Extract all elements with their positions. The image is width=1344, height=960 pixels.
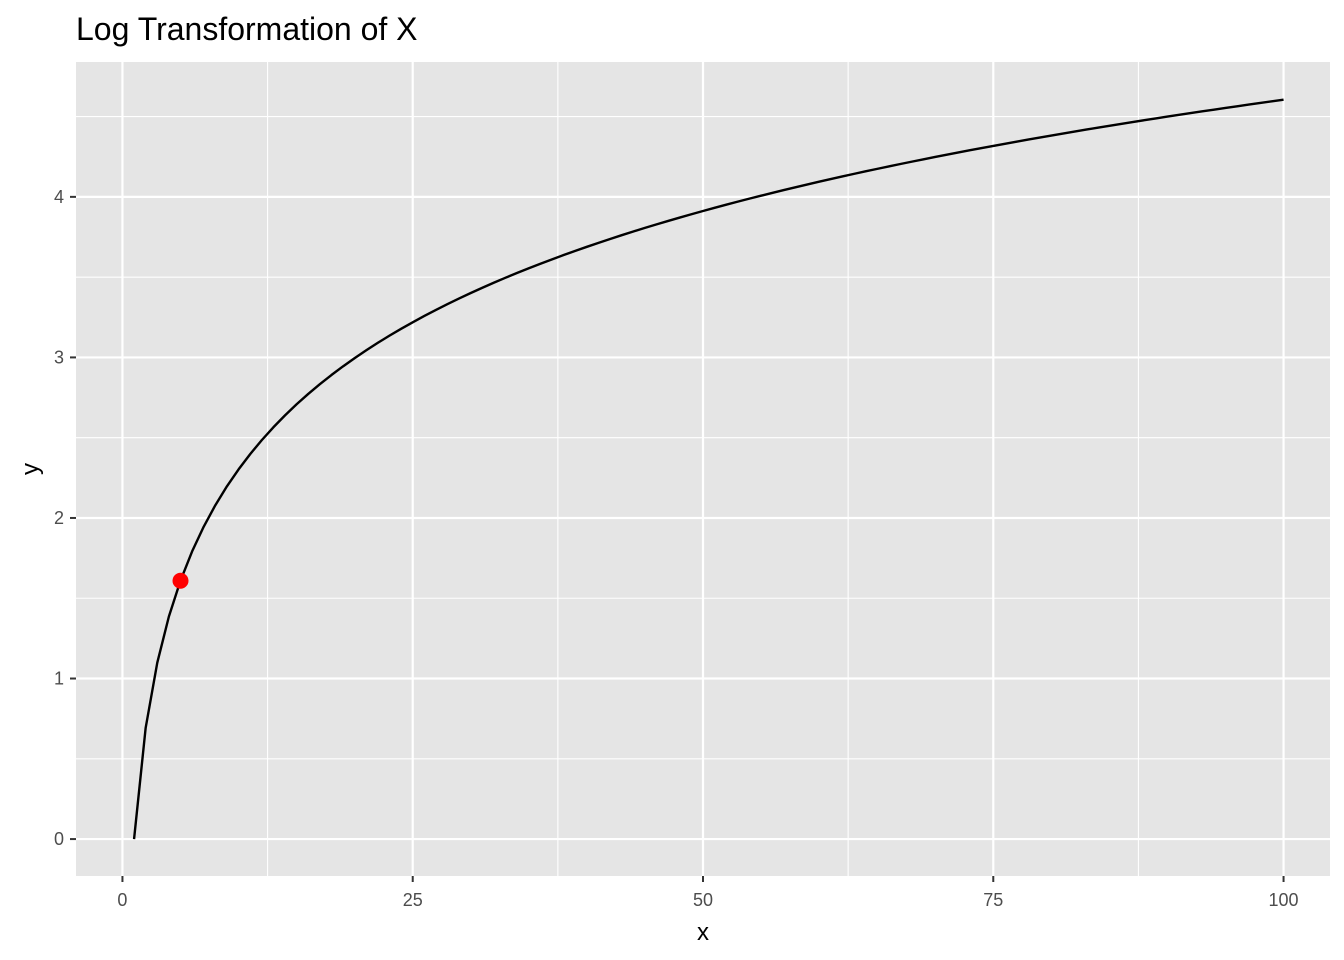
x-tick-label: 0	[117, 890, 127, 910]
data-point	[172, 572, 189, 589]
x-tick-label: 25	[403, 890, 423, 910]
y-axis-title: y	[17, 463, 44, 475]
y-tick-label: 0	[54, 829, 64, 849]
x-axis-title: x	[697, 919, 709, 946]
x-tick-label: 50	[693, 890, 713, 910]
series-layer	[132, 98, 1284, 840]
major-gridlines	[76, 62, 1330, 876]
y-tick-label: 3	[54, 347, 64, 367]
y-tick-label: 4	[54, 187, 64, 207]
axes: 0 25 50 75 100 0 1 2 3 4	[54, 187, 1299, 910]
y-tick-label: 1	[54, 669, 64, 689]
chart-title: Log Transformation of X	[76, 11, 418, 47]
y-tick-label: 2	[54, 508, 64, 528]
x-tick-label: 100	[1269, 890, 1299, 910]
x-tick-label: 75	[983, 890, 1003, 910]
series-line	[132, 98, 1284, 840]
